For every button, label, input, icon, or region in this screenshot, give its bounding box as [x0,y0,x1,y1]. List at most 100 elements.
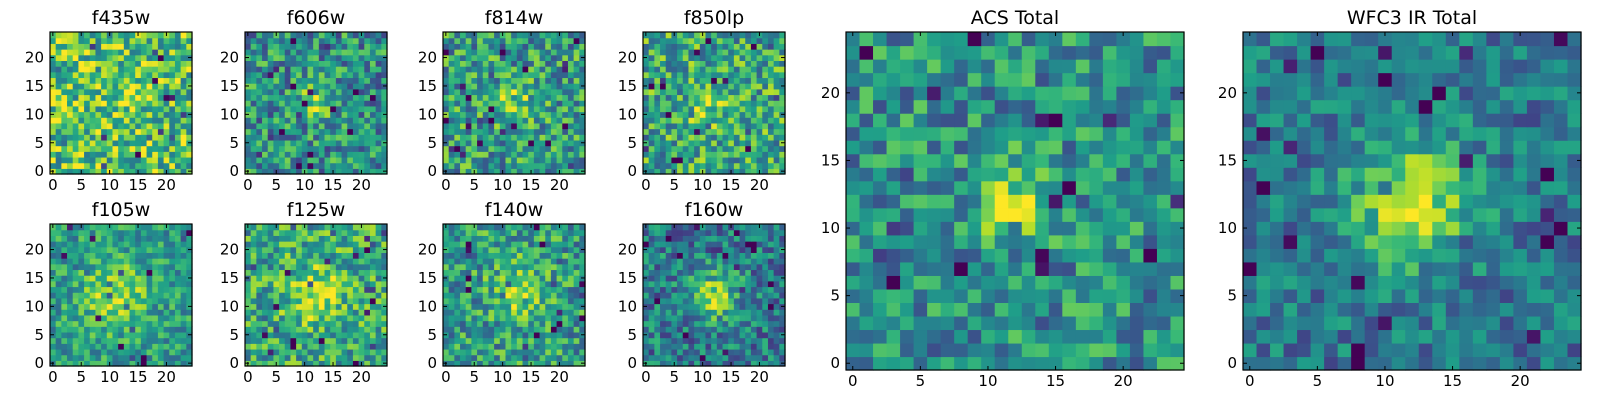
heatmap-cell [301,331,309,339]
heatmap-cell [465,117,472,124]
heatmap-cell [562,139,569,147]
heatmap-cell [773,354,780,361]
heatmap-cell [750,145,758,152]
heatmap-cell [705,162,712,169]
heatmap-cell [50,343,57,350]
heatmap-cell [665,77,672,84]
heatmap-cell [522,156,529,164]
heatmap-cell [773,348,780,356]
heatmap-cell [369,94,377,101]
heatmap-cell [699,37,707,44]
heatmap-cell [648,360,655,367]
heatmap-cell [375,269,382,276]
heatmap-cell [567,320,575,327]
heatmap-cell [573,128,580,135]
heatmap-cell [460,337,467,344]
heatmap-cell [157,280,165,288]
heatmap-cell [494,128,501,135]
heatmap-cell [545,94,552,101]
heatmap-cell [123,331,131,339]
heatmap-cell [528,128,535,135]
y-tick-label: 5 [427,134,437,152]
heatmap-cell [533,71,541,79]
heatmap-cell [89,343,97,350]
heatmap-cell [157,117,165,124]
heatmap-cell [61,314,68,322]
heatmap-cell [106,88,114,96]
heatmap-cell [728,77,735,84]
heatmap-cell [347,263,354,271]
heatmap-cell [267,354,274,361]
heatmap-cell [460,292,467,299]
heatmap-cell [146,134,153,141]
heatmap-cell [694,66,701,73]
heatmap-cell [482,286,490,293]
heatmap-cell [375,309,382,316]
heatmap-cell [174,71,182,79]
heatmap-cell [488,258,495,265]
heatmap-cell [250,286,257,293]
heatmap-cell [61,326,68,333]
heatmap-cell [152,168,159,175]
heatmap-cell [665,348,672,356]
heatmap-cell [488,94,495,101]
heatmap-cell [677,88,684,96]
heatmap-cell [72,286,79,293]
heatmap-cell [352,128,360,135]
heatmap-cell [157,292,165,299]
heatmap-cell [739,49,746,56]
heatmap-cell [341,88,348,96]
heatmap-cell [539,49,546,56]
heatmap-cell [273,263,280,271]
heatmap-cell [494,229,501,236]
heatmap-cell [163,88,170,96]
heatmap-cell [767,162,775,169]
heatmap-cell [55,343,62,350]
heatmap-cell [123,235,131,242]
heatmap-cell [140,139,148,147]
heatmap-cell [688,309,695,316]
heatmap-cell [494,337,501,344]
heatmap-cell [477,246,484,253]
heatmap-cell [146,326,153,333]
heatmap-cell [112,139,119,147]
heatmap-cell [262,94,269,101]
heatmap-cell [245,162,252,169]
heatmap-cell [728,145,735,152]
heatmap-cell [654,139,661,147]
heatmap-cell [72,309,79,316]
heatmap-cell [511,326,518,333]
heatmap-cell [84,60,91,67]
heatmap-cell [95,32,102,39]
heatmap-cell [313,275,320,282]
heatmap-cell [250,83,257,90]
heatmap-cell [488,105,495,113]
heatmap-cell [352,354,360,361]
x-tick-label: 5 [76,368,86,386]
heatmap-cell [279,241,286,248]
heatmap-cell [728,331,735,339]
heatmap-cell [767,88,775,96]
y-tick-label: 15 [418,77,437,95]
heatmap-cell [262,258,269,265]
heatmap-cell [250,297,257,305]
heatmap-cell [152,235,159,242]
heatmap-cell [573,83,580,90]
heatmap-cell [665,94,672,101]
heatmap-cell [516,145,524,152]
heatmap-cell [330,43,337,50]
heatmap-cell [101,235,108,242]
heatmap-cell [477,117,484,124]
heatmap-cell [146,145,153,152]
heatmap-cell [296,122,303,130]
heatmap-cell [169,292,176,299]
heatmap-cell [152,314,159,322]
heatmap-cell [296,145,303,152]
heatmap-cell [50,280,57,288]
heatmap-cell [375,111,382,118]
heatmap-cell [129,275,136,282]
heatmap-cell [364,32,371,39]
heatmap-cell [180,111,187,118]
heatmap-cell [95,343,102,350]
heatmap-cell [381,320,388,327]
